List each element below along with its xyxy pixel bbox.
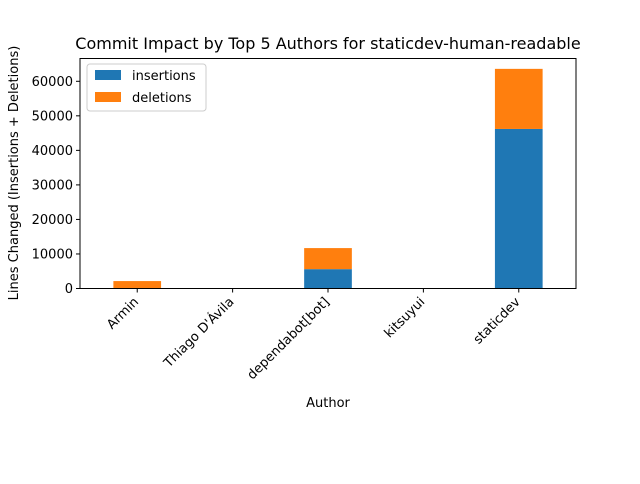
y-axis-label: Lines Changed (Insertions + Deletions)	[7, 46, 22, 301]
y-axis: 0 10000 20000 30000 40000 50000 60000	[32, 75, 80, 297]
y-tick-label: 0	[65, 282, 73, 297]
x-tick-label: Thiago D'Ávila	[160, 294, 238, 372]
y-tick-label: 30000	[32, 178, 73, 193]
bar-deletions-4	[495, 69, 543, 129]
legend-swatch-insertions	[95, 70, 121, 80]
legend: insertions deletions	[87, 64, 206, 111]
bar-deletions-2	[304, 248, 352, 269]
chart-title: Commit Impact by Top 5 Authors for stati…	[75, 34, 580, 53]
y-tick-label: 20000	[32, 213, 73, 228]
y-tick-label: 40000	[32, 144, 73, 159]
x-tick-label: kitsuyui	[382, 295, 429, 342]
x-axis-label: Author	[306, 396, 350, 411]
x-tick-label: staticdev	[471, 295, 524, 348]
x-tick-label: Armin	[104, 295, 142, 333]
legend-label-deletions: deletions	[132, 91, 192, 106]
legend-label-insertions: insertions	[132, 69, 196, 84]
y-tick-label: 50000	[32, 109, 73, 124]
bar-deletions-0	[113, 281, 161, 288]
bar-insertions-2	[304, 269, 352, 288]
y-tick-label: 60000	[32, 75, 73, 90]
legend-swatch-deletions	[95, 92, 121, 102]
bar-insertions-4	[495, 129, 543, 289]
x-tick-label: dependabot[bot]	[245, 295, 333, 383]
y-tick-label: 10000	[32, 247, 73, 262]
